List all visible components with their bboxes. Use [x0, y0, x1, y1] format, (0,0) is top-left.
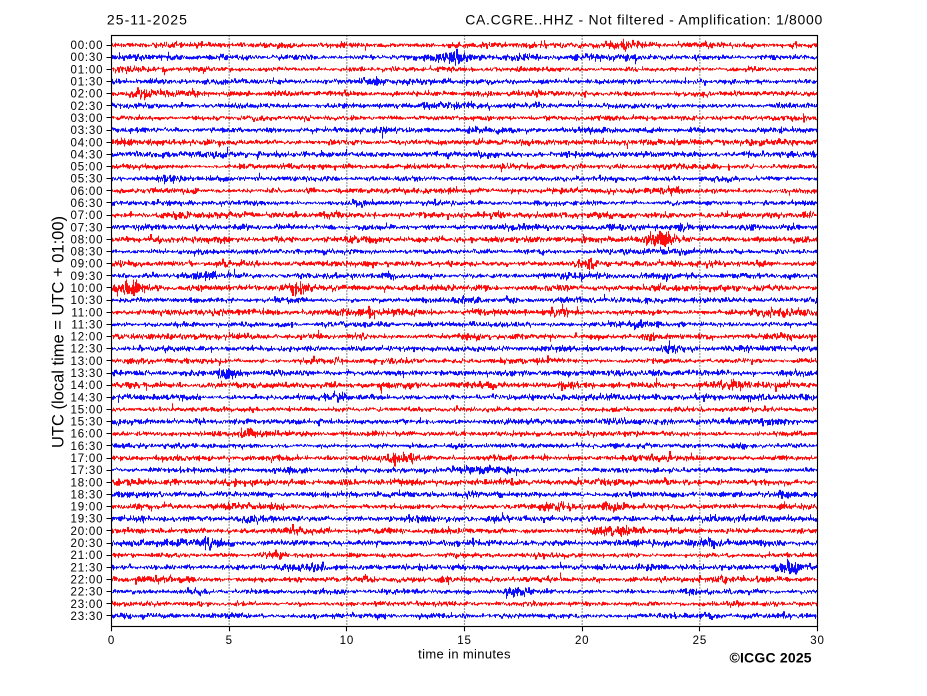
- svg-text:23:30: 23:30: [71, 611, 104, 623]
- svg-text:08:00: 08:00: [71, 234, 104, 246]
- svg-text:5: 5: [226, 635, 233, 647]
- svg-text:14:30: 14:30: [71, 392, 104, 404]
- svg-text:11:00: 11:00: [71, 307, 103, 319]
- svg-text:20:00: 20:00: [71, 526, 104, 538]
- svg-text:17:00: 17:00: [71, 453, 104, 465]
- svg-text:13:30: 13:30: [71, 368, 104, 380]
- svg-text:12:00: 12:00: [71, 332, 104, 344]
- svg-text:01:00: 01:00: [71, 64, 104, 76]
- svg-text:18:00: 18:00: [71, 477, 104, 489]
- svg-text:25: 25: [693, 635, 707, 647]
- svg-text:16:30: 16:30: [71, 441, 104, 453]
- svg-text:03:00: 03:00: [71, 113, 104, 125]
- svg-text:22:00: 22:00: [71, 574, 104, 586]
- svg-text:19:30: 19:30: [71, 514, 104, 526]
- svg-text:21:30: 21:30: [71, 562, 104, 574]
- svg-text:22:30: 22:30: [71, 587, 104, 599]
- svg-text:01:30: 01:30: [71, 77, 104, 89]
- svg-text:12:30: 12:30: [71, 344, 104, 356]
- svg-text:20: 20: [575, 635, 589, 647]
- svg-text:02:30: 02:30: [71, 101, 104, 113]
- svg-text:09:00: 09:00: [71, 259, 104, 271]
- svg-text:11:30: 11:30: [71, 319, 103, 331]
- svg-text:00:30: 00:30: [71, 52, 104, 64]
- svg-text:08:30: 08:30: [71, 247, 104, 259]
- svg-text:05:00: 05:00: [71, 162, 104, 174]
- svg-text:10: 10: [340, 635, 354, 647]
- svg-text:©ICGC 2025: ©ICGC 2025: [729, 650, 811, 666]
- svg-text:time in minutes: time in minutes: [418, 647, 511, 662]
- svg-text:07:00: 07:00: [71, 210, 104, 222]
- svg-text:02:00: 02:00: [71, 89, 104, 101]
- svg-text:25-11-2025: 25-11-2025: [107, 12, 188, 28]
- svg-text:10:00: 10:00: [71, 283, 104, 295]
- svg-text:04:00: 04:00: [71, 137, 104, 149]
- svg-text:15:00: 15:00: [71, 404, 104, 416]
- svg-text:00:00: 00:00: [71, 40, 104, 52]
- svg-text:UTC (local time = UTC + 01:00): UTC (local time = UTC + 01:00): [50, 216, 68, 448]
- svg-text:05:30: 05:30: [71, 174, 104, 186]
- svg-text:23:00: 23:00: [71, 599, 104, 611]
- svg-text:30: 30: [810, 635, 824, 647]
- svg-text:21:00: 21:00: [71, 550, 104, 562]
- svg-text:15:30: 15:30: [71, 417, 104, 429]
- svg-text:06:30: 06:30: [71, 198, 104, 210]
- svg-text:0: 0: [108, 635, 115, 647]
- svg-text:06:00: 06:00: [71, 186, 104, 198]
- svg-text:07:30: 07:30: [71, 222, 104, 234]
- svg-text:10:30: 10:30: [71, 295, 104, 307]
- svg-text:03:30: 03:30: [71, 125, 104, 137]
- svg-text:18:30: 18:30: [71, 489, 104, 501]
- svg-text:20:30: 20:30: [71, 538, 104, 550]
- svg-text:17:30: 17:30: [71, 465, 104, 477]
- svg-text:CA.CGRE..HHZ - Not filtered -: CA.CGRE..HHZ - Not filtered - Amplificat…: [465, 12, 823, 28]
- svg-text:04:30: 04:30: [71, 149, 104, 161]
- svg-text:15: 15: [457, 635, 471, 647]
- svg-text:19:00: 19:00: [71, 502, 104, 514]
- svg-text:16:00: 16:00: [71, 429, 104, 441]
- svg-text:14:00: 14:00: [71, 380, 104, 392]
- svg-text:13:00: 13:00: [71, 356, 104, 368]
- svg-text:09:30: 09:30: [71, 271, 104, 283]
